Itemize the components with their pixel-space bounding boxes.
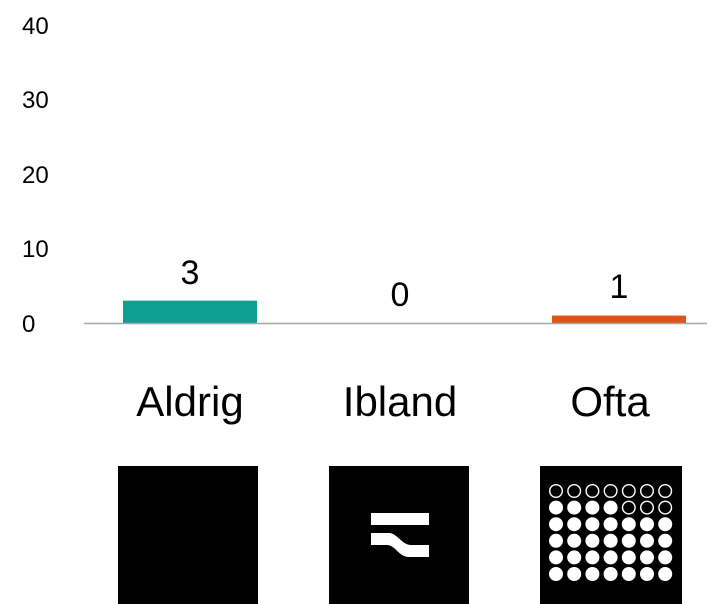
y-tick-label: 30 — [22, 87, 49, 114]
dot — [549, 484, 564, 499]
dot — [658, 517, 673, 532]
dot — [585, 484, 600, 499]
category-label: Ibland — [343, 378, 457, 425]
dot — [585, 550, 600, 565]
solid-black-square-icon — [118, 466, 258, 604]
data-label: 1 — [610, 268, 629, 306]
dot — [640, 484, 655, 499]
y-tick-label: 20 — [22, 162, 49, 189]
dot — [567, 533, 582, 548]
category-label: Ofta — [570, 378, 650, 425]
dot — [640, 517, 654, 532]
wave-lines-square-icon — [329, 466, 469, 604]
bar-ofta — [552, 315, 686, 323]
y-tick-label: 10 — [22, 236, 49, 263]
dot — [567, 500, 582, 515]
bar-aldrig — [123, 300, 257, 323]
dot — [658, 550, 673, 565]
dot — [658, 484, 673, 499]
dot — [603, 533, 618, 548]
dot — [585, 500, 600, 515]
dot — [585, 517, 600, 532]
dot — [567, 517, 582, 532]
y-tick-label: 40 — [22, 13, 49, 40]
dot — [549, 550, 563, 565]
dot — [640, 500, 655, 515]
dot — [621, 567, 636, 581]
dot — [567, 567, 582, 581]
dot — [603, 567, 618, 581]
dot — [658, 500, 673, 515]
dot — [621, 533, 636, 548]
dot — [621, 484, 636, 499]
dot — [658, 533, 673, 548]
y-tick-label: 0 — [22, 311, 35, 338]
dot — [567, 484, 582, 499]
data-label: 3 — [181, 254, 200, 292]
dot — [549, 517, 563, 532]
dot — [640, 533, 654, 548]
dot — [549, 567, 563, 581]
dot — [585, 533, 600, 548]
data-label: 0 — [391, 276, 410, 314]
category-label: Aldrig — [136, 378, 243, 425]
dot — [603, 500, 618, 515]
dot — [549, 500, 563, 515]
dot-grid-square-icon — [540, 466, 682, 604]
dot — [603, 517, 618, 532]
dot — [621, 500, 636, 515]
dot — [585, 567, 600, 581]
dot — [549, 533, 563, 548]
dot — [603, 484, 618, 499]
dot — [621, 517, 636, 532]
dot — [640, 550, 654, 565]
dot — [567, 550, 582, 565]
dot — [658, 567, 673, 581]
dot — [640, 567, 654, 581]
dot — [621, 550, 636, 565]
dot — [603, 550, 618, 565]
